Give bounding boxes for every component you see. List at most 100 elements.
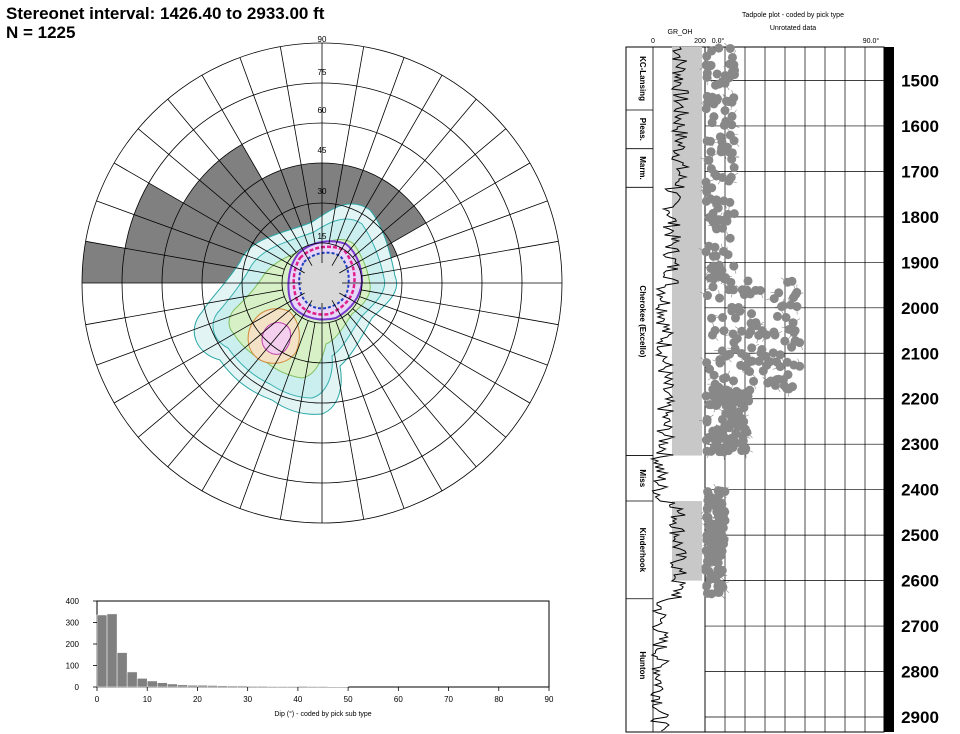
formation-label: Hunton [638,651,647,679]
formation-label: KC-Lansing [638,56,647,101]
tadpole-dot [727,52,737,62]
tadpole-dot [727,97,737,107]
tadpole-dot [704,400,714,410]
tadpole-dot [719,120,729,130]
tadpole-dot [727,148,737,158]
tadpole-dot [786,300,796,310]
tadpole-dot [713,425,723,435]
tadpole-dot [711,171,721,181]
tadpole-dot [719,196,729,206]
histogram-bar [126,671,138,688]
tadpole-dot [717,346,727,356]
azimuth-spoke [239,57,309,246]
tadpole-dot [701,435,711,445]
gamma-ray-track [649,46,706,732]
tadpole-dot [732,334,742,344]
tadpole-dot [706,500,716,510]
histogram-bar [136,678,148,688]
formation-column: KC-Lansing Pleas. Marm. Cherokee (Excello) M… [626,47,654,733]
tadpole-dot [757,345,767,355]
tadpole-dot [707,330,717,340]
tadpole-dot [704,155,714,165]
depth-label: 2900 [901,708,939,727]
formation-label: Cherokee (Excello) [638,285,647,357]
tadpole-dot [702,291,712,301]
tadpole-dot [708,519,718,529]
azimuth-spoke [137,128,292,258]
tadpole-dot [704,566,714,576]
tadpole-dot [719,246,729,256]
tadpole-dot [705,364,715,374]
tadpole-dot [747,343,757,353]
tadpole-dot [726,172,736,182]
x-tick-label: 30 [243,695,252,704]
azimuth-spoke [361,240,559,277]
dip-label-90: 90 [318,35,327,44]
tadpole-dot [722,216,732,226]
depth-label: 1500 [901,71,939,90]
tadpole-dot [769,327,779,337]
azimuth-spoke [339,162,531,274]
azimuth-spoke [113,292,305,404]
histogram-x-label: Dip (°) - coded by pick sub type [274,710,371,718]
azimuth-spoke [339,292,531,404]
tadpole-dot [718,523,728,533]
tadpole-dot [717,391,727,401]
depth-label: 2300 [901,435,939,454]
histogram-bar [307,686,319,688]
tadpole-dot [754,330,764,340]
stereonet-interval-title: Stereonet interval: 1426.40 to 2933.00 f… [6,4,325,23]
formation-label: Pleas. [638,118,647,141]
tadpole-dot [707,46,717,56]
tadpole-dot [730,313,740,323]
dip-scale-max: 90.0° [863,37,880,45]
histogram-bar [116,652,128,688]
tadpole-dot [701,104,711,114]
tadpole-dot [715,132,725,142]
tadpole-dot [727,120,737,130]
tadpole-dot [729,163,739,173]
dip-histogram: 0 10 20 30 40 50 60 70 80 90 0 100 200 300 400 Dip (°)… [66,597,554,718]
tadpole-dot [710,553,720,563]
tadpole-dot [726,277,736,287]
tadpole-dot [701,247,711,257]
tadpole-dot [706,589,716,599]
tadpole-dot [701,196,711,206]
dip-scale-min: 0.0° [712,37,725,45]
tadpole-dot [715,355,725,365]
tadpole-points [698,40,805,599]
tadpole-dot [713,512,723,522]
histogram-bar [287,686,299,688]
azimuth-spoke [347,313,477,468]
tadpole-dot [723,446,733,456]
azimuth-spoke [331,74,443,266]
tadpole-dot [713,203,723,213]
tadpole-dot [710,242,720,252]
tadpole-dot [787,342,797,352]
tadpole-dot [715,293,725,303]
tadpole-dot [727,111,737,121]
stereonet-header: Stereonet interval: 1426.40 to 2933.00 f… [6,4,324,42]
histogram-bar [237,685,248,688]
azimuth-spoke [113,162,305,274]
tadpole-dot [708,216,718,226]
tadpole-dot [720,70,730,80]
tadpole-dot [774,288,784,298]
histogram-bar [257,685,269,688]
tadpole-dot [784,324,794,334]
azimuth-spoke [201,300,313,492]
tadpole-dot [766,376,776,386]
formation-label: Miss [638,469,647,487]
histogram-frame [96,600,550,688]
x-tick-label: 40 [293,695,302,704]
gr-scale-max: 200 [694,38,706,45]
depth-label: 2000 [901,299,939,318]
histogram-bar [96,614,108,688]
tadpole-dot [715,433,725,443]
azimuth-spoke [201,74,313,266]
tadpole-dot [722,385,732,395]
tadpole-dot [711,251,721,261]
x-tick-label: 70 [444,695,453,704]
histogram-bar [317,686,329,688]
tadpole-dot [772,311,782,321]
